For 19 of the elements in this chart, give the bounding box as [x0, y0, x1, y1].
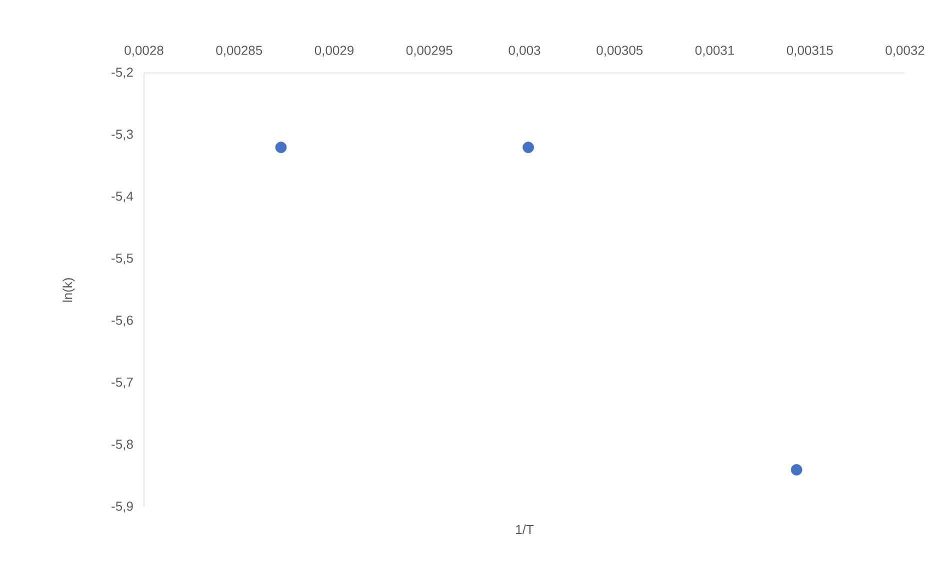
x-tick-label: 0,00295: [406, 46, 452, 56]
y-tick-label: -5,2: [112, 68, 133, 78]
y-tick-label: -5,7: [112, 378, 133, 388]
y-tick-label: -5,3: [112, 130, 133, 140]
y-tick-label: -5,8: [112, 440, 133, 450]
x-tick-label: 0,003: [508, 46, 540, 56]
y-tick-label: -5,9: [112, 502, 133, 512]
x-tick-label: 0,0031: [695, 46, 734, 56]
y-tick-label: -5,5: [112, 254, 133, 264]
y-tick-label: -5,4: [112, 192, 134, 202]
x-tick-label: 0,0029: [314, 46, 354, 56]
x-tick-label: 0,0032: [886, 46, 924, 56]
x-tick-label: 0,00305: [596, 46, 643, 56]
x-tick-label: 0,0028: [124, 46, 164, 56]
x-tick-label: 0,00285: [216, 46, 262, 56]
x-axis-title: 1/T: [516, 524, 534, 534]
y-tick-label: -5,6: [112, 316, 133, 326]
y-axis-title: ln(k): [62, 278, 75, 302]
x-tick-label: 0,00315: [786, 46, 833, 56]
